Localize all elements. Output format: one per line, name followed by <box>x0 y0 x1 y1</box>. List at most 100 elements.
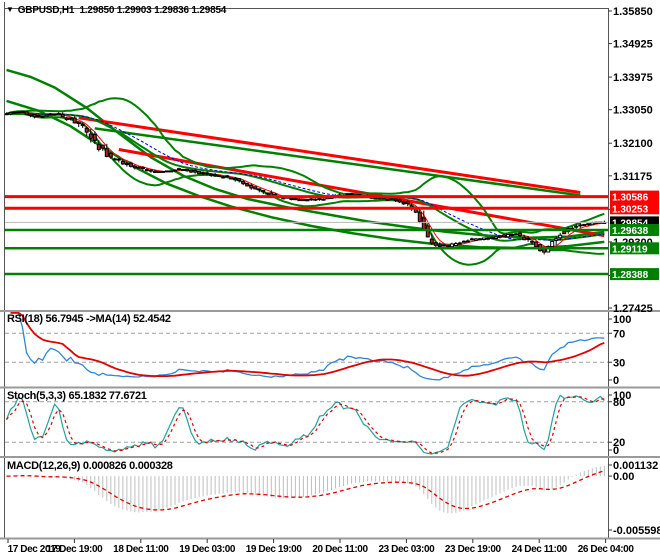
candle-body <box>12 111 17 114</box>
candle-body <box>48 113 53 116</box>
main-plot-area[interactable] <box>5 68 608 276</box>
candle-body <box>453 243 458 247</box>
candle-body <box>52 113 57 116</box>
candle-body <box>253 186 258 190</box>
candle-body <box>16 111 21 114</box>
y-axis-label: 1.32100 <box>613 138 653 150</box>
candle-body <box>40 115 45 118</box>
candle-body <box>590 222 595 226</box>
candle-body <box>550 240 555 248</box>
stoch-axis-label: 20 <box>613 437 625 449</box>
symbol-dropdown-icon[interactable]: ▼ <box>6 5 14 14</box>
candle-body <box>417 212 422 222</box>
candle-body <box>193 169 198 173</box>
candle-body <box>429 238 434 244</box>
candle-body <box>80 123 85 126</box>
candle-body <box>8 112 13 115</box>
candle-body <box>321 198 326 201</box>
candle-body <box>518 232 523 237</box>
candle-body <box>393 198 398 202</box>
candle-body <box>530 240 535 243</box>
candle-body <box>241 181 246 185</box>
candle-body <box>449 243 454 248</box>
candle-body <box>76 121 81 124</box>
rsi-axis-label: 30 <box>613 357 625 369</box>
candle-body <box>385 198 390 201</box>
x-axis-label: 24 Dec 11:00 <box>512 544 568 555</box>
bollinger-upper-band <box>6 97 605 235</box>
candle-body <box>289 198 294 200</box>
y-axis-label: 1.27425 <box>613 303 653 315</box>
candle-body <box>257 188 262 191</box>
candle-body <box>181 169 185 171</box>
rsi-axis-label: 100 <box>613 314 631 326</box>
candle-body <box>506 234 510 238</box>
stoch-d-line <box>6 396 605 454</box>
trendline-red-upper[interactable] <box>78 116 581 194</box>
candle-body <box>249 184 254 189</box>
candle-body <box>586 223 591 226</box>
candle-body <box>469 238 474 241</box>
candle-body <box>233 177 238 181</box>
y-axis-label: 1.33975 <box>613 72 653 84</box>
stoch-k-line <box>5 394 605 455</box>
symbol-timeframe-label: GBPUSD,H1 <box>17 5 75 16</box>
candle-body <box>305 199 310 202</box>
candle-body <box>64 117 69 121</box>
candle-body <box>562 231 567 235</box>
x-axis-label: 18 Dec 11:00 <box>113 544 169 555</box>
candle-body <box>457 242 462 245</box>
candle-body <box>217 174 222 177</box>
stoch-axis-label: 0 <box>613 445 619 457</box>
candle-body <box>205 172 210 175</box>
candle-body <box>197 171 202 175</box>
support-price-tag-label: 1.28388 <box>612 270 649 281</box>
slow-green-ma-1 <box>6 68 605 239</box>
rsi-line <box>10 312 605 381</box>
x-axis-label: 19 Dec 19:00 <box>246 544 303 555</box>
candle-body <box>510 233 514 236</box>
candle-body <box>112 158 117 161</box>
macd-histogram <box>10 465 605 514</box>
candle-body <box>301 199 306 202</box>
candle-body <box>153 170 157 173</box>
stoch-axis-label: 100 <box>613 390 631 402</box>
candle-body <box>136 166 141 169</box>
macd-signal-line <box>6 470 605 511</box>
candle-body <box>261 189 266 193</box>
candle-body <box>221 176 226 179</box>
candle-body <box>265 192 270 195</box>
x-axis-label: 17 Dec 2019 <box>8 544 62 555</box>
macd-indicator-label: MACD(12,26,9) 0.000826 0.000328 <box>7 460 173 472</box>
candle-body <box>24 111 29 115</box>
candle-body <box>490 237 494 239</box>
x-axis-label: 19 Dec 03:00 <box>179 544 236 555</box>
support-price-tag-label: 1.29119 <box>612 244 648 255</box>
trendline-green-upper[interactable] <box>94 127 581 197</box>
quote-ohlc-label: 1.29850 1.29903 1.29836 1.29854 <box>79 5 227 16</box>
candle-body <box>389 197 394 200</box>
candle-body <box>56 113 61 116</box>
candle-body <box>144 169 149 172</box>
candle-body <box>293 198 298 201</box>
support-price-tag-label: 1.29638 <box>612 226 649 237</box>
candle-body <box>72 117 77 124</box>
bollinger-middle-band <box>6 111 605 242</box>
x-axis-label: 17 Dec 19:00 <box>46 544 103 555</box>
candle-body <box>478 238 482 241</box>
candle-body <box>161 170 165 173</box>
macd-axis-label: -0.005598 <box>613 525 660 537</box>
candle-body <box>345 193 350 196</box>
candle-body <box>225 175 230 178</box>
resistance-price-tag-label: 1.30253 <box>612 204 649 215</box>
candle-body <box>128 162 133 167</box>
candle-body <box>173 169 177 172</box>
candle-body <box>229 177 234 180</box>
candle-body <box>461 240 466 243</box>
y-axis-label: 1.34925 <box>613 39 653 51</box>
candle-body <box>120 161 125 165</box>
candle-body <box>578 224 583 227</box>
